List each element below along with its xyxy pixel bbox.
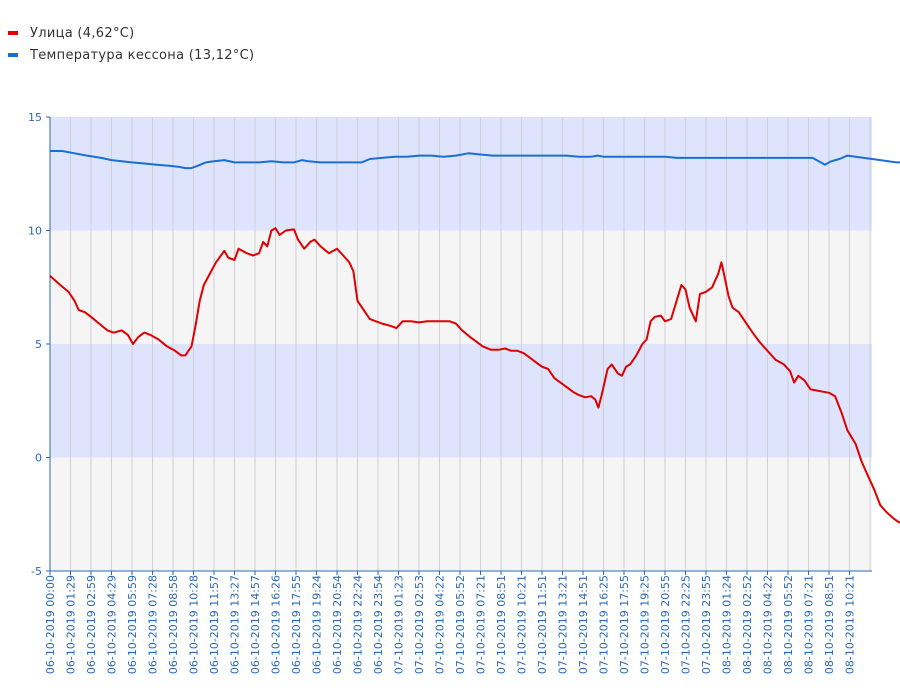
x-tick-label: 07-10-2019 02:53 [413, 575, 426, 674]
x-tick-label: 06-10-2019 11:57 [208, 575, 221, 674]
plot-band-1 [50, 230, 872, 344]
y-tick-label: -5 [31, 565, 42, 578]
plot-band-0 [50, 117, 872, 231]
x-tick-label: 07-10-2019 10:21 [516, 575, 529, 674]
y-tick-label: 0 [35, 452, 42, 465]
legend-swatch-caisson [8, 53, 18, 57]
x-tick-label: 06-10-2019 08:58 [167, 575, 180, 674]
x-tick-label: 08-10-2019 04:22 [762, 575, 775, 674]
x-tick-label: 08-10-2019 08:51 [823, 575, 836, 674]
x-tick-label: 08-10-2019 05:52 [782, 575, 795, 674]
x-tick-label: 07-10-2019 16:25 [598, 575, 611, 674]
x-tick-label: 07-10-2019 04:22 [434, 575, 447, 674]
series-line-street [49, 227, 900, 524]
x-tick-label: 06-10-2019 23:54 [372, 575, 385, 674]
y-tick-label: 5 [35, 338, 42, 351]
x-tick-label: 06-10-2019 01:29 [65, 575, 78, 674]
legend-item-caisson[interactable]: Температура кессона (13,12°C) [8, 44, 254, 66]
x-tick-label: 06-10-2019 05:59 [126, 575, 139, 674]
legend-label-caisson: Температура кессона (13,12°C) [30, 47, 255, 63]
x-tick-label: 07-10-2019 05:52 [454, 575, 467, 674]
x-tick-label: 06-10-2019 13:27 [229, 575, 242, 674]
x-tick-label: 08-10-2019 10:21 [844, 575, 857, 674]
x-tick-label: 07-10-2019 07:21 [475, 575, 488, 674]
x-tick-label: 06-10-2019 19:24 [311, 575, 324, 674]
x-tick-label: 06-10-2019 02:59 [85, 575, 98, 674]
legend: Улица (4,62°C) Температура кессона (13,1… [8, 22, 254, 66]
x-tick-label: 06-10-2019 14:57 [249, 575, 262, 674]
series-line-caisson [50, 150, 900, 170]
x-tick-label: 08-10-2019 01:24 [721, 575, 734, 674]
x-tick-label: 06-10-2019 00:00 [44, 575, 57, 674]
plot-band-3 [50, 457, 872, 571]
x-tick-label: 06-10-2019 07:28 [147, 575, 160, 674]
x-tick-label: 06-10-2019 17:55 [290, 575, 303, 674]
x-tick-label: 07-10-2019 22:25 [680, 575, 693, 674]
x-tick-label: 06-10-2019 16:26 [270, 575, 283, 674]
x-tick-label: 07-10-2019 08:51 [495, 575, 508, 674]
x-tick-label: 08-10-2019 07:21 [803, 575, 816, 674]
plot-band-2 [50, 344, 872, 458]
x-tick-label: 06-10-2019 10:28 [188, 575, 201, 674]
x-tick-label: 06-10-2019 04:29 [106, 575, 119, 674]
y-tick-label: 10 [28, 225, 42, 238]
x-tick-label: 08-10-2019 02:52 [741, 575, 754, 674]
x-tick-label: 06-10-2019 22:24 [352, 575, 365, 674]
x-tick-label: 07-10-2019 14:51 [577, 575, 590, 674]
x-tick-label: 07-10-2019 23:55 [700, 575, 713, 674]
legend-swatch-street [8, 31, 18, 35]
x-tick-label: 06-10-2019 20:54 [331, 575, 344, 674]
legend-label-street: Улица (4,62°C) [30, 25, 135, 41]
x-tick-label: 07-10-2019 20:55 [659, 575, 672, 674]
x-tick-label: 07-10-2019 13:21 [557, 575, 570, 674]
x-tick-label: 07-10-2019 01:23 [393, 575, 406, 674]
y-tick-label: 15 [28, 111, 42, 124]
x-tick-label: 07-10-2019 11:51 [536, 575, 549, 674]
x-tick-label: 07-10-2019 19:25 [639, 575, 652, 674]
x-tick-label: 07-10-2019 17:55 [618, 575, 631, 674]
legend-item-street[interactable]: Улица (4,62°C) [8, 22, 254, 44]
